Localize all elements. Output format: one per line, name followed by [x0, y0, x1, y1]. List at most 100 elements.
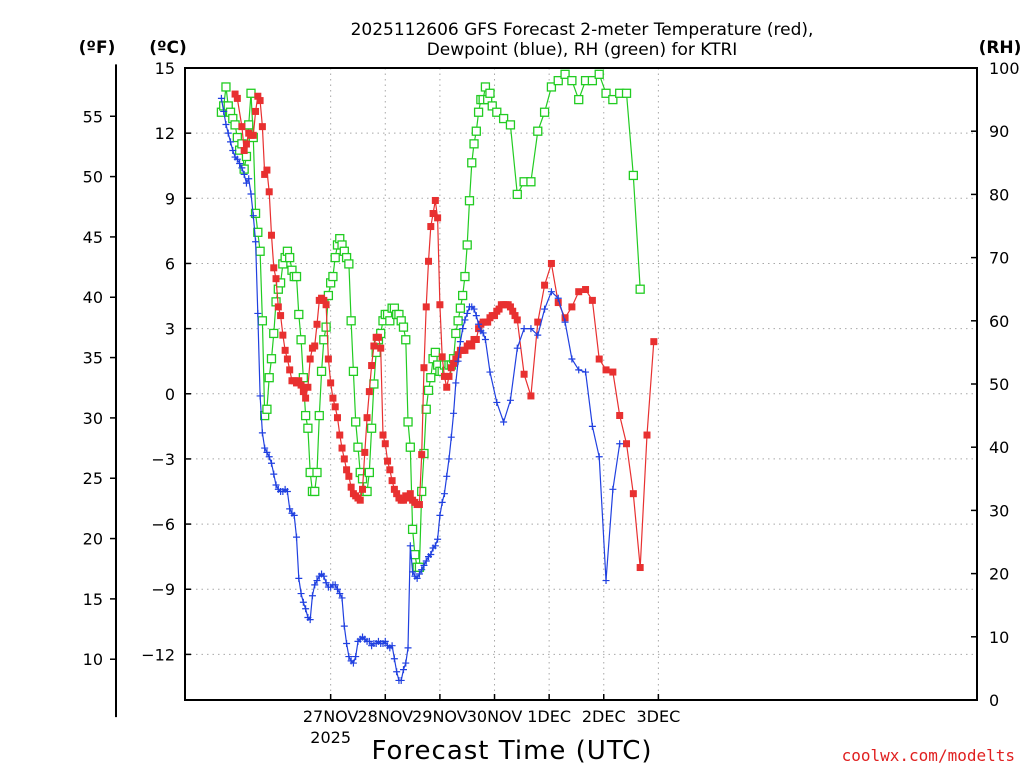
fahrenheit-tick-label: 35 — [83, 349, 103, 368]
temperature-marker — [343, 466, 351, 474]
temperature-marker — [390, 485, 398, 493]
rh-tick-label: 100 — [989, 59, 1020, 78]
temperature-marker — [431, 196, 439, 204]
rh-marker — [285, 252, 295, 263]
celsius-tick-label: 12 — [155, 124, 175, 143]
temperature-marker — [370, 342, 378, 350]
dewpoint-marker — [399, 666, 407, 674]
dewpoint-marker — [547, 288, 555, 296]
rh-marker — [421, 404, 431, 414]
dewpoint-marker — [452, 379, 460, 387]
temperature-marker — [356, 496, 364, 504]
temperature-marker — [404, 494, 412, 502]
dewpoint-marker — [616, 440, 624, 448]
temperature-marker — [263, 166, 271, 174]
rh-marker — [539, 107, 550, 117]
rh-marker — [608, 94, 618, 105]
dewpoint-marker — [290, 511, 298, 519]
temperature-marker — [461, 346, 469, 354]
dewpoint-marker — [390, 655, 398, 663]
temperature-marker — [393, 490, 401, 498]
temperature-marker — [258, 123, 266, 131]
temperature-marker — [575, 288, 583, 296]
dewpoint-marker — [436, 511, 444, 519]
temperature-series — [231, 90, 658, 572]
rh-marker — [351, 417, 361, 427]
gridlines — [185, 68, 977, 700]
rh-marker — [366, 423, 377, 433]
temperature-marker — [270, 264, 278, 272]
temperature-marker — [445, 372, 453, 380]
dewpoint-marker — [217, 94, 225, 102]
dewpoint-marker — [520, 325, 528, 333]
rh-marker — [330, 252, 340, 263]
temperature-marker — [509, 307, 517, 315]
temperature-marker — [249, 131, 257, 139]
temperature-marker — [415, 501, 423, 509]
rh-marker — [401, 335, 411, 345]
rh-marker — [253, 227, 263, 237]
temperature-marker — [254, 92, 262, 100]
date-tick-label: 1DEC — [527, 707, 571, 726]
rh-marker — [423, 385, 434, 395]
temperature-marker — [242, 140, 250, 148]
dewpoint-marker — [534, 331, 542, 339]
temperature-marker — [299, 388, 307, 396]
dewpoint-marker — [434, 535, 442, 543]
dewpoint-marker — [481, 335, 489, 343]
temperature-marker — [306, 355, 314, 363]
temperature-marker — [513, 316, 521, 324]
rh-tick-label: 60 — [989, 312, 1009, 331]
temperature-marker — [365, 388, 373, 396]
dewpoint-marker — [295, 574, 303, 582]
temperature-marker — [256, 97, 264, 105]
rh-marker — [601, 88, 611, 98]
year-tick-label: 2025 — [310, 728, 351, 747]
rh-marker — [453, 316, 463, 326]
dewpoint-marker — [297, 590, 305, 598]
credit-link[interactable]: coolwx.com/modelts — [842, 746, 1015, 765]
plot-frame — [184, 67, 978, 701]
rh-marker — [250, 208, 261, 219]
rh-marker — [269, 328, 279, 339]
temperature-marker — [406, 490, 414, 498]
celsius-tick-label: 0 — [165, 385, 175, 404]
rh-unit-label: (RH) — [979, 38, 1022, 58]
dewpoint-marker — [311, 581, 319, 589]
dewpoint-marker — [397, 676, 405, 684]
temperature-marker — [345, 472, 353, 480]
temperature-marker — [363, 414, 371, 422]
rh-marker — [464, 196, 475, 206]
temperature-marker — [399, 496, 407, 504]
rh-marker — [471, 126, 481, 136]
dewpoint-marker — [249, 212, 257, 220]
dewpoint-marker — [409, 568, 417, 576]
temperature-marker — [313, 320, 321, 328]
dewpoint-marker — [486, 368, 494, 376]
temperature-marker — [327, 379, 335, 387]
fahrenheit-tick-label: 25 — [83, 469, 103, 488]
dewpoint-marker — [438, 498, 446, 506]
temperature-marker — [311, 342, 319, 350]
temperature-marker — [425, 257, 433, 265]
temperature-marker — [240, 147, 248, 155]
temperature-marker — [377, 344, 385, 352]
rh-marker — [467, 158, 477, 168]
dewpoint-marker — [493, 398, 501, 406]
fahrenheit-tick-label: 50 — [83, 168, 103, 187]
temperature-marker — [491, 312, 499, 320]
temperature-marker — [616, 411, 624, 419]
fahrenheit-tick-label: 55 — [83, 107, 103, 126]
temperature-marker — [436, 301, 444, 309]
dewpoint-marker — [413, 574, 421, 582]
rh-marker — [628, 170, 638, 181]
temperature-marker — [422, 303, 430, 311]
temperature-marker — [336, 431, 344, 439]
temperature-marker — [379, 431, 387, 439]
dewpoint-marker — [404, 644, 412, 652]
rh-marker — [346, 316, 356, 326]
temperature-marker — [484, 318, 492, 326]
temperature-marker — [388, 477, 396, 485]
celsius-tick-label: −6 — [151, 515, 175, 534]
